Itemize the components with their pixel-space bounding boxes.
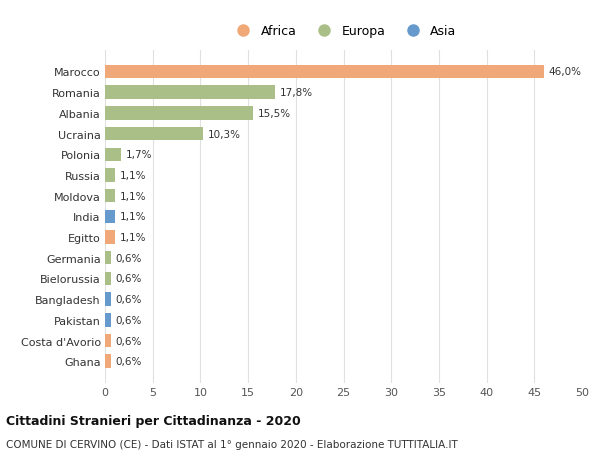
- Bar: [105, 66, 544, 79]
- Bar: [105, 293, 111, 306]
- Text: 0,6%: 0,6%: [115, 336, 142, 346]
- Text: 1,1%: 1,1%: [120, 171, 147, 180]
- Text: 0,6%: 0,6%: [115, 315, 142, 325]
- Text: 0,6%: 0,6%: [115, 274, 142, 284]
- Text: 1,7%: 1,7%: [126, 150, 152, 160]
- Bar: [105, 148, 121, 162]
- Bar: [105, 210, 115, 224]
- Bar: [105, 190, 115, 203]
- Bar: [105, 355, 111, 368]
- Text: 0,6%: 0,6%: [115, 253, 142, 263]
- Bar: [105, 334, 111, 347]
- Text: 15,5%: 15,5%: [257, 109, 291, 118]
- Bar: [105, 231, 115, 244]
- Text: 1,1%: 1,1%: [120, 233, 147, 242]
- Bar: [105, 252, 111, 265]
- Bar: [105, 128, 203, 141]
- Text: Cittadini Stranieri per Cittadinanza - 2020: Cittadini Stranieri per Cittadinanza - 2…: [6, 414, 301, 428]
- Text: 1,1%: 1,1%: [120, 191, 147, 201]
- Text: 0,6%: 0,6%: [115, 295, 142, 304]
- Bar: [105, 86, 275, 100]
- Bar: [105, 107, 253, 120]
- Text: 1,1%: 1,1%: [120, 212, 147, 222]
- Text: 17,8%: 17,8%: [280, 88, 313, 98]
- Text: COMUNE DI CERVINO (CE) - Dati ISTAT al 1° gennaio 2020 - Elaborazione TUTTITALIA: COMUNE DI CERVINO (CE) - Dati ISTAT al 1…: [6, 440, 458, 449]
- Bar: [105, 169, 115, 182]
- Bar: [105, 313, 111, 327]
- Text: 0,6%: 0,6%: [115, 357, 142, 366]
- Bar: [105, 272, 111, 285]
- Text: 46,0%: 46,0%: [548, 67, 581, 77]
- Text: 10,3%: 10,3%: [208, 129, 241, 139]
- Legend: Africa, Europa, Asia: Africa, Europa, Asia: [226, 20, 461, 43]
